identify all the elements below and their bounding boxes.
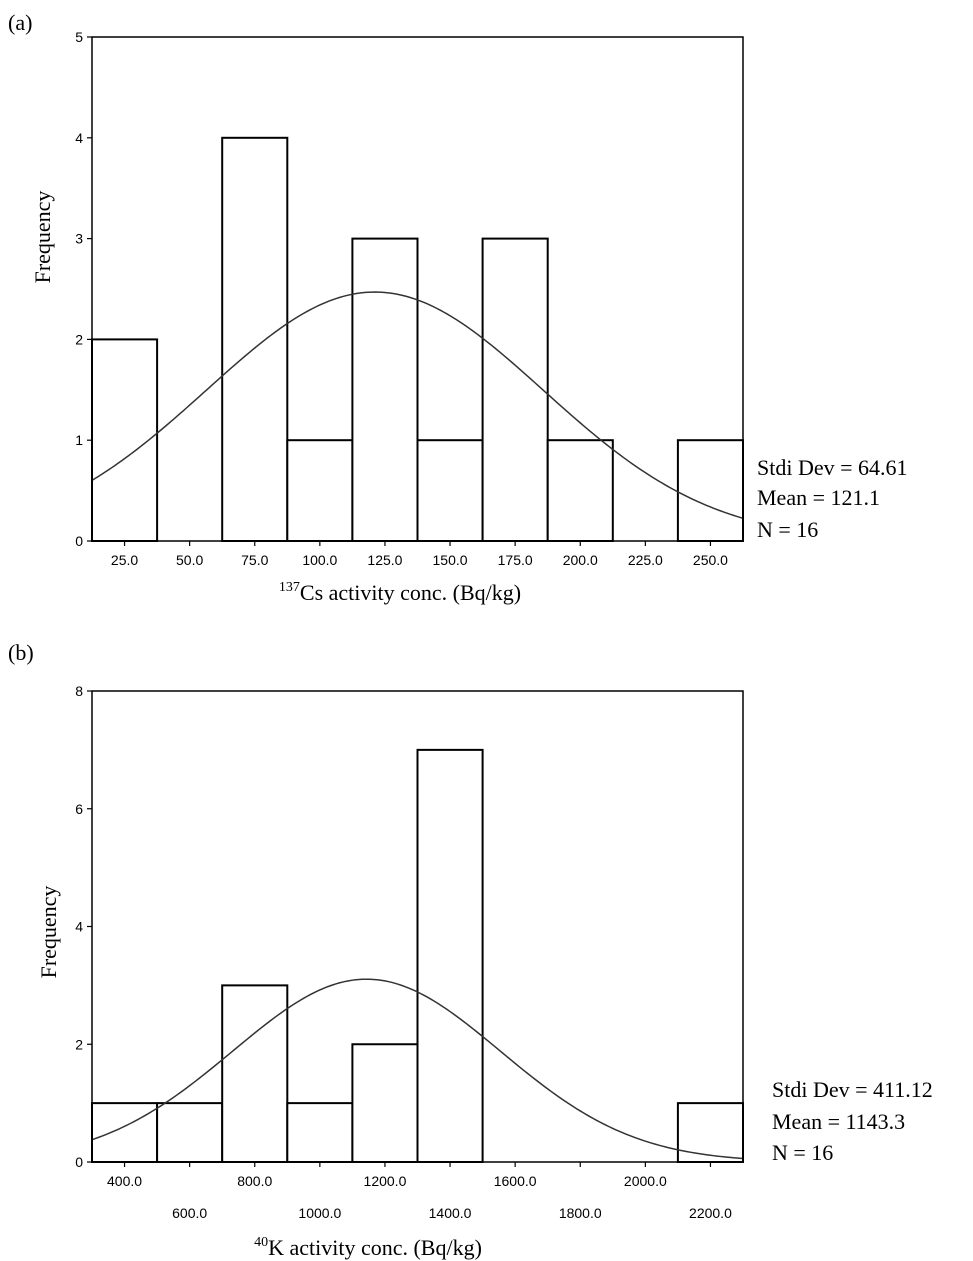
panel-a-ytick-label-4: 4: [75, 130, 83, 146]
panel-a-stat-mean: Mean = 121.1: [757, 485, 880, 510]
panel-a-ytick-label-0: 0: [75, 533, 83, 549]
panel-b-ytick-label-1: 2: [75, 1036, 83, 1052]
panel-a-ytick-label-5: 5: [75, 29, 83, 45]
panel-b-xtick-label-7: 1800.0: [559, 1205, 602, 1221]
panel-b-bar-2: [221, 984, 289, 1163]
panel-b-bar-3: [286, 1102, 354, 1163]
panel-b-bar-5: [416, 748, 484, 1163]
panel-a-xtick-label-9: 250.0: [693, 552, 728, 568]
panel-b-plot: 0 2 4 6 8 400.0 600.0 800.0 1000.0 1200.0 1400.0 16…: [75, 683, 745, 1221]
panel-b-stat-n: N = 16: [772, 1140, 833, 1165]
panel-a-xtick-label-2: 75.0: [241, 552, 268, 568]
panel-a-xtick-label-3: 100.0: [302, 552, 337, 568]
panel-a-plot-frame: [91, 36, 744, 542]
panel-a-xlabel: 137Cs activity conc. (Bq/kg): [279, 580, 521, 605]
panel-a-label: (a): [8, 10, 32, 35]
panel-b-ytick-label-2: 4: [75, 919, 83, 935]
panel-a-xtick-label-4: 125.0: [367, 552, 402, 568]
panel-a-bar-0: [91, 338, 159, 542]
panel-b-xtick-label-9: 2200.0: [689, 1205, 732, 1221]
panel-b-ytick-label-4: 8: [75, 683, 83, 699]
panel-b-bar-0: [91, 1102, 159, 1163]
panel-a-bar-3: [286, 439, 354, 543]
panel-b-stat-mean: Mean = 1143.3: [772, 1109, 905, 1134]
panel-b-xlabel: 40K activity conc. (Bq/kg): [254, 1235, 482, 1260]
panel-a-bar-7: [546, 439, 614, 543]
panel-a-xtick-label-0: 25.0: [111, 552, 138, 568]
panel-b-ytick-label-3: 6: [75, 801, 83, 817]
panel-b-label: (b): [8, 640, 34, 665]
panel-a-xlabel-sup: 137: [279, 580, 300, 595]
panel-a-xtick-label-1: 50.0: [176, 552, 203, 568]
panel-a-normal-curve: [91, 291, 744, 520]
panel-b-xtick-label-3: 1000.0: [298, 1205, 341, 1221]
panel-b-xtick-label-8: 2000.0: [624, 1173, 667, 1189]
panel-b-bar-4: [351, 1043, 419, 1163]
panel-a-xtick-label-5: 150.0: [433, 552, 468, 568]
panel-b-ytick-label-0: 0: [75, 1154, 83, 1170]
panel-b-xtick-label-4: 1200.0: [364, 1173, 407, 1189]
panel-a-xtick-label-6: 175.0: [498, 552, 533, 568]
panel-a-bar-4: [351, 237, 419, 542]
panel-a-bar-5: [416, 439, 484, 543]
panel-a-bar-2: [221, 136, 289, 543]
panel-a-ylabel: Frequency: [30, 191, 55, 284]
panel-b-xtick-label-1: 600.0: [172, 1205, 207, 1221]
panel-b-stat-std: Stdi Dev = 411.12: [772, 1077, 933, 1102]
panel-a-plot: 0 1 2 3 4 5 25.0 50.0 75.0 100.0 125.0 150.0 175.0 20…: [75, 29, 745, 568]
panel-b-xtick-label-0: 400.0: [107, 1173, 142, 1189]
panel-b-bar-1: [156, 1102, 224, 1163]
panel-a-stat-n: N = 16: [757, 517, 818, 542]
panel-a-ytick-label-1: 1: [75, 432, 83, 448]
panel-a: (a) Frequency 0 1 2 3 4 5 25.0 50.0 75.0 100.0 125…: [8, 10, 908, 605]
panel-a-xlabel-main: Cs activity conc. (Bq/kg): [300, 580, 521, 605]
panel-a-ytick-label-3: 3: [75, 231, 83, 247]
panel-b-xlabel-sup: 40: [254, 1235, 268, 1250]
panel-a-stat-std: Stdi Dev = 64.61: [757, 455, 908, 480]
panel-a-ytick-label-2: 2: [75, 331, 83, 347]
panel-a-bar-9: [676, 439, 745, 543]
panel-b-normal-curve: [91, 978, 744, 1160]
panel-b-ylabel: Frequency: [36, 886, 61, 979]
panel-b: (b) Frequency 0 2 4 6 8 400.0 600.0 800.0 1000.0…: [8, 640, 933, 1260]
panel-a-xtick-label-7: 200.0: [563, 552, 598, 568]
panel-a-bar-6: [481, 237, 549, 542]
panel-b-xtick-label-6: 1600.0: [494, 1173, 537, 1189]
panel-b-bar-9: [676, 1102, 745, 1163]
panel-b-xtick-label-5: 1400.0: [429, 1205, 472, 1221]
panel-b-xlabel-main: K activity conc. (Bq/kg): [268, 1235, 482, 1260]
panel-b-xtick-label-2: 800.0: [237, 1173, 272, 1189]
panel-a-xtick-label-8: 225.0: [628, 552, 663, 568]
